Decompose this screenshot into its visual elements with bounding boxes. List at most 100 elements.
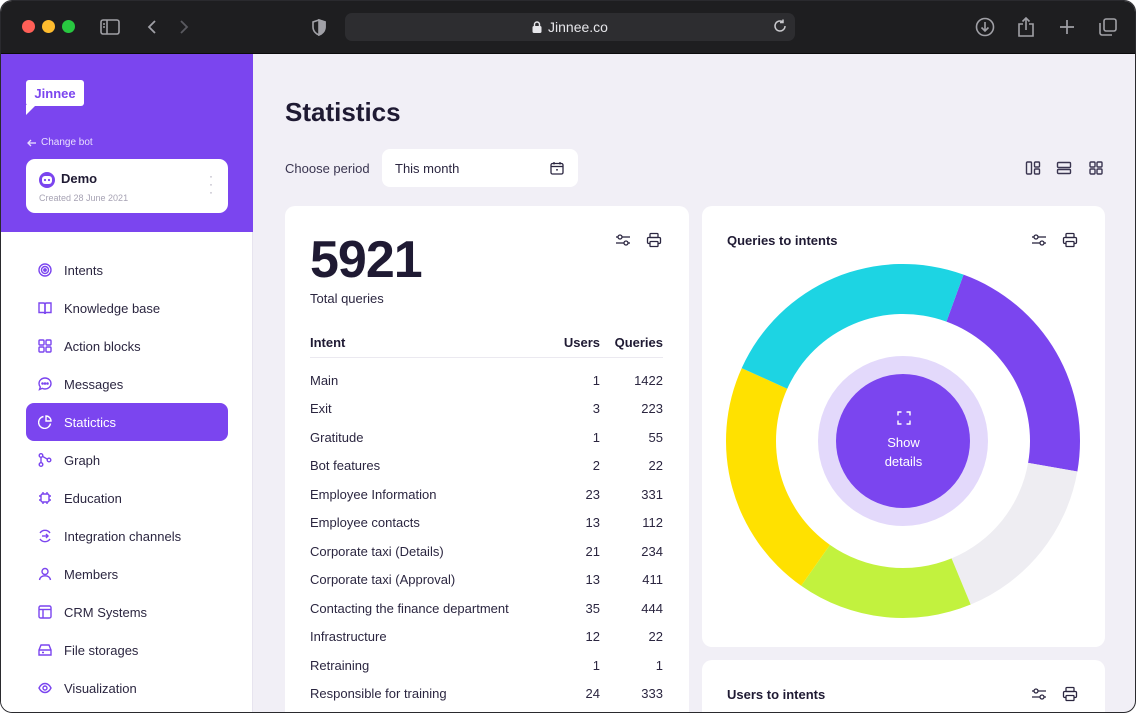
more-vertical-icon[interactable]: · · · bbox=[209, 169, 213, 199]
users-cell: 3 bbox=[592, 401, 600, 417]
sidebar-item-file-storages[interactable]: File storages bbox=[26, 631, 228, 669]
filter-settings-icon[interactable] bbox=[1031, 686, 1047, 702]
new-tab-icon[interactable] bbox=[1055, 15, 1079, 39]
queries-donut-chart bbox=[726, 264, 1080, 618]
table-row[interactable]: Corporate taxi (Approval) 13 411 bbox=[310, 566, 663, 595]
donut-segment[interactable] bbox=[946, 274, 1080, 472]
table-row[interactable]: Main 1 1422 bbox=[310, 366, 663, 395]
filter-settings-icon[interactable] bbox=[1031, 232, 1047, 248]
browser-titlebar: Jinnee.co bbox=[1, 1, 1135, 54]
layout-columns-icon[interactable] bbox=[1025, 160, 1041, 176]
table-row[interactable]: Responsible for training 24 333 bbox=[310, 680, 663, 709]
shield-icon[interactable] bbox=[307, 15, 331, 39]
queries-cell: 1422 bbox=[634, 372, 663, 388]
sidebar-item-integration-channels[interactable]: Integration channels bbox=[26, 517, 228, 555]
graph-icon bbox=[38, 453, 52, 467]
sidebar-toggle-icon[interactable] bbox=[98, 15, 122, 39]
users-to-intents-card: Users to intents bbox=[702, 660, 1105, 712]
share-icon[interactable] bbox=[1014, 15, 1038, 39]
target-icon bbox=[38, 263, 52, 277]
queries-cell: 22 bbox=[648, 629, 663, 645]
table-row[interactable]: Retraining 1 1 bbox=[310, 651, 663, 680]
period-select[interactable]: This month bbox=[382, 149, 578, 187]
calendar-icon bbox=[550, 161, 564, 175]
sidebar-item-messages[interactable]: Messages bbox=[26, 365, 228, 403]
donut-segment[interactable] bbox=[726, 368, 830, 586]
expand-icon bbox=[896, 410, 911, 425]
queries-cell: 1 bbox=[655, 657, 663, 673]
layout-icon bbox=[38, 605, 52, 619]
queries-to-intents-card: Queries to intents Show details bbox=[702, 206, 1105, 647]
table-row[interactable]: Infrastructure 12 22 bbox=[310, 623, 663, 652]
tab-overview-icon[interactable] bbox=[1096, 15, 1120, 39]
integration-icon bbox=[38, 529, 52, 543]
sidebar-item-label: Integration channels bbox=[64, 528, 182, 544]
sidebar-item-label: Action blocks bbox=[64, 338, 141, 354]
donut-segment[interactable] bbox=[741, 264, 964, 389]
users-cell: 35 bbox=[585, 600, 600, 616]
bot-card[interactable]: Demo Created 28 June 2021 · · · bbox=[26, 159, 228, 213]
sidebar-item-crm-systems[interactable]: CRM Systems bbox=[26, 593, 228, 631]
chat-icon bbox=[38, 377, 52, 391]
table-row[interactable]: Employee contacts 13 112 bbox=[310, 509, 663, 538]
eye-icon bbox=[38, 681, 52, 695]
print-icon[interactable] bbox=[1062, 686, 1078, 702]
intent-cell: Gratitude bbox=[310, 429, 364, 445]
table-row[interactable]: Bot features 2 22 bbox=[310, 452, 663, 481]
close-window-button[interactable] bbox=[22, 20, 35, 33]
users-cell: 24 bbox=[585, 686, 600, 702]
sidebar: Jinnee Change bot Demo Created 28 June 2… bbox=[1, 54, 253, 712]
sidebar-item-label: Graph bbox=[64, 452, 101, 468]
table-row[interactable]: Corporate taxi (Details) 21 234 bbox=[310, 537, 663, 566]
table-row[interactable]: Employee Information 23 331 bbox=[310, 480, 663, 509]
maximize-window-button[interactable] bbox=[62, 20, 75, 33]
sidebar-item-action-blocks[interactable]: Action blocks bbox=[26, 327, 228, 365]
address-bar[interactable]: Jinnee.co bbox=[345, 13, 795, 41]
show-details-label-line1: Show bbox=[887, 434, 920, 450]
grid-icon bbox=[38, 339, 52, 353]
column-header-intent[interactable]: Intent bbox=[310, 335, 346, 350]
donut-segment[interactable] bbox=[801, 544, 971, 618]
column-header-users[interactable]: Users bbox=[563, 335, 600, 350]
print-icon[interactable] bbox=[1062, 232, 1078, 248]
main-content: Statistics Choose period This month 5921 bbox=[254, 54, 1135, 712]
layout-grid-icon[interactable] bbox=[1088, 160, 1104, 176]
reload-icon[interactable] bbox=[773, 19, 787, 33]
change-bot-label: Change bot bbox=[41, 137, 93, 148]
sidebar-item-visualization[interactable]: Visualization bbox=[26, 669, 228, 707]
sidebar-item-graph[interactable]: Graph bbox=[26, 441, 228, 479]
intent-cell: Retraining bbox=[310, 657, 370, 673]
download-icon[interactable] bbox=[973, 15, 997, 39]
table-row[interactable]: Contacting the finance department 35 444 bbox=[310, 594, 663, 623]
sidebar-item-label: Knowledge base bbox=[64, 300, 161, 316]
jinnee-logo[interactable]: Jinnee bbox=[26, 80, 84, 118]
intent-cell: Corporate taxi (Approval) bbox=[310, 572, 456, 588]
bot-created-date: Created 28 June 2021 bbox=[39, 193, 129, 203]
table-row[interactable]: Gratitude 1 55 bbox=[310, 423, 663, 452]
change-bot-link[interactable]: Change bot bbox=[27, 137, 93, 148]
donut-segment[interactable] bbox=[951, 462, 1078, 605]
sidebar-item-statistics[interactable]: Statictics bbox=[26, 403, 228, 441]
sidebar-item-intents[interactable]: Intents bbox=[26, 251, 228, 289]
sidebar-item-education[interactable]: Education bbox=[26, 479, 228, 517]
queries-cell: 22 bbox=[648, 458, 663, 474]
logo-text: Jinnee bbox=[26, 80, 84, 106]
chip-icon bbox=[38, 491, 52, 505]
sidebar-item-members[interactable]: Members bbox=[26, 555, 228, 593]
layout-rows-icon[interactable] bbox=[1056, 160, 1072, 176]
queries-cell: 112 bbox=[642, 515, 663, 531]
show-details-button[interactable]: Show details bbox=[837, 374, 970, 507]
print-icon[interactable] bbox=[646, 232, 662, 248]
sidebar-item-label: CRM Systems bbox=[64, 604, 148, 620]
table-row[interactable]: Exit 3 223 bbox=[310, 395, 663, 424]
queries-cell: 411 bbox=[642, 572, 663, 588]
back-icon[interactable] bbox=[140, 15, 164, 39]
users-cell: 12 bbox=[585, 629, 600, 645]
filter-settings-icon[interactable] bbox=[615, 232, 631, 248]
period-label: Choose period bbox=[285, 161, 370, 176]
minimize-window-button[interactable] bbox=[42, 20, 55, 33]
intent-cell: Employee Information bbox=[310, 486, 437, 502]
column-header-queries[interactable]: Queries bbox=[614, 335, 663, 350]
forward-icon[interactable] bbox=[172, 15, 196, 39]
sidebar-item-knowledge-base[interactable]: Knowledge base bbox=[26, 289, 228, 327]
